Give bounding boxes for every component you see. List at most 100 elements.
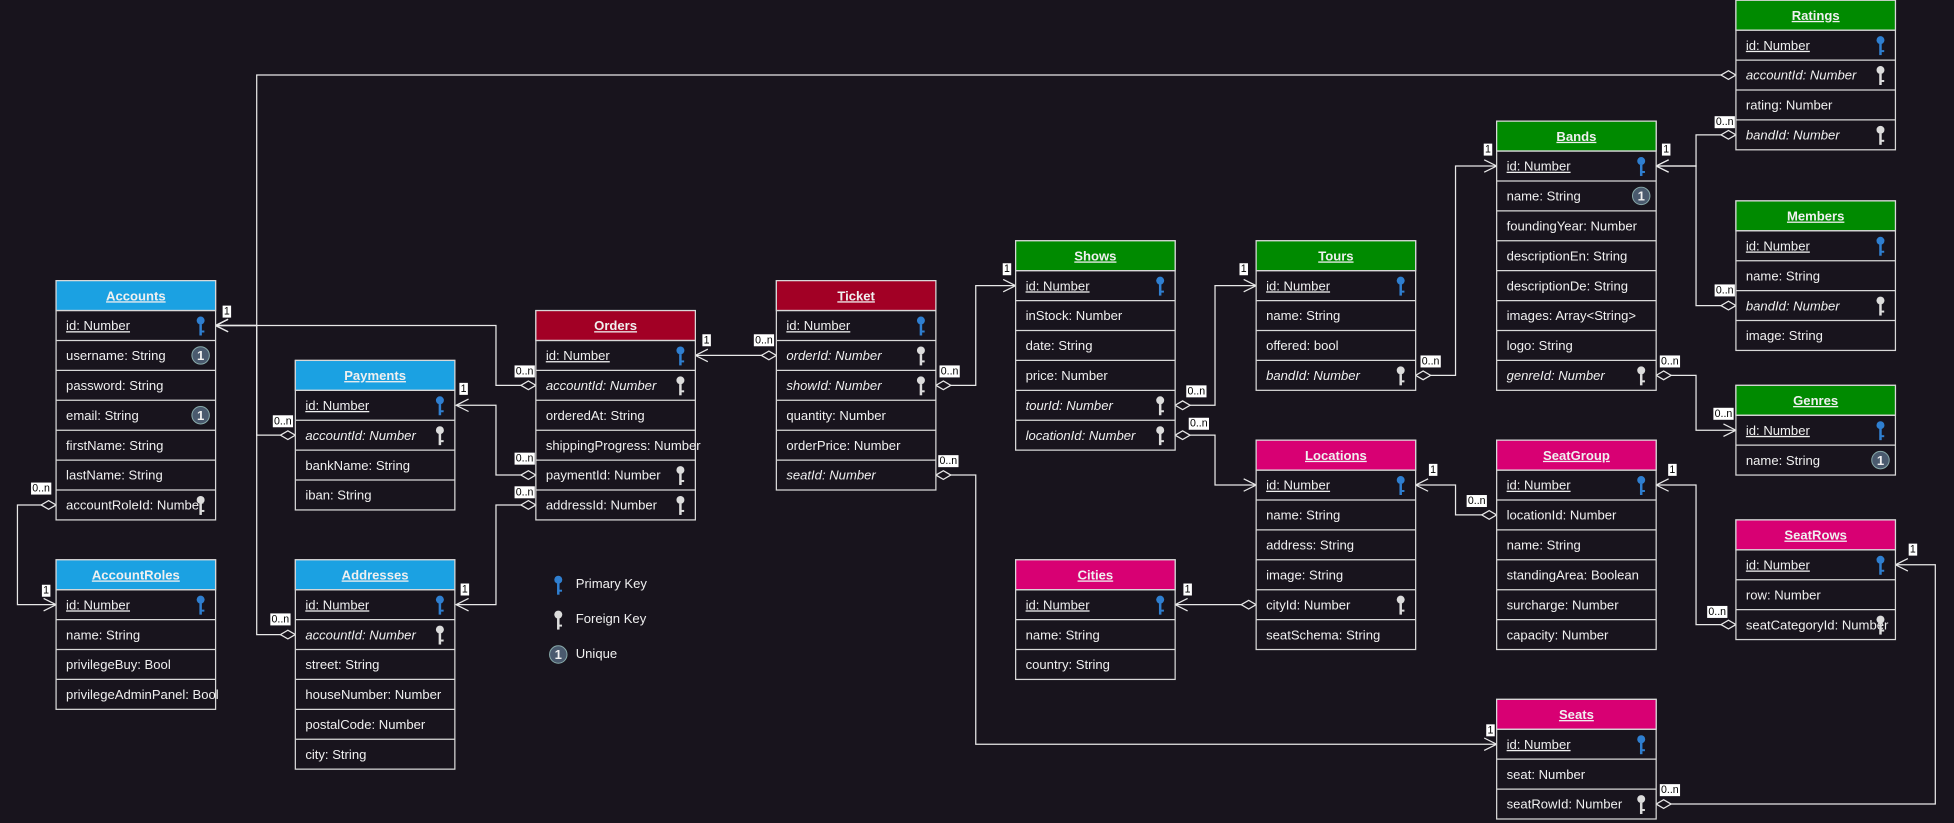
field: id: Number [66,597,131,612]
entity-header [1015,559,1176,591]
key-icon [435,595,444,604]
entity: AccountRoles id: Number name: String privil… [55,559,219,710]
many-diamond [1414,370,1432,381]
label-bg [702,334,711,347]
field: shippingProgress: Number [546,438,701,453]
field: standingArea: Boolean [1507,567,1639,582]
key-icon [1396,276,1405,285]
field: bandId: Number [1746,298,1840,313]
field: descriptionDe: String [1507,278,1628,293]
key-icon [1637,366,1646,375]
relation: 0..n [1173,417,1258,492]
entity-header [294,559,456,591]
field: capacity: Number [1507,627,1609,642]
unique-symbol: 1 [197,348,204,363]
many-diamond [519,380,538,391]
key-icon [439,440,444,443]
field: id: Number [1507,159,1572,174]
cardinality-label: 0..n [1716,284,1734,296]
key-icon [557,583,560,595]
entity: Genres id: Number name: String 1 [1735,384,1897,476]
relation-line [1415,484,1497,516]
entity-title: Locations [1305,448,1367,463]
key-icon [1876,36,1885,45]
field: surcharge: Number [1507,597,1620,612]
label-bg [459,382,468,395]
key-icon [679,503,682,515]
field: rating: Number [1746,98,1833,113]
key-icon [1880,80,1885,83]
field: name: String [1507,189,1581,204]
entity: Accounts id: Number username: String 1 passw… [55,280,217,521]
key-icon [1637,157,1646,166]
entity-header [1735,519,1897,551]
key-icon [438,404,442,416]
key-icon [1876,421,1885,430]
cardinality-label: 0..n [1716,116,1734,128]
many-diamond [1173,430,1192,441]
unique-symbol: 1 [197,408,204,423]
cardinality-label: 1 [1910,544,1916,556]
field: descriptionEn: String [1507,248,1628,263]
key-icon [1399,374,1402,386]
key-icon [1396,476,1405,485]
key-icon [200,330,205,333]
cardinality-label: 1 [1485,144,1491,156]
relation: 1 0..n [1654,463,1738,630]
relation-line [1656,165,1736,307]
many-diamond [39,499,58,511]
field: city: String [305,747,366,762]
relation: 1 0..n [454,486,538,612]
relation: 1 0..n [454,382,538,481]
many-diamond [1719,129,1738,140]
key-icon [679,473,682,486]
key-icon [1396,595,1405,604]
field: id: Number [546,348,611,363]
many-diamond [1654,798,1673,810]
label-bg [939,365,960,378]
key-icon [916,316,925,325]
key-icon [1637,476,1646,485]
field: postalCode: Number [305,717,426,732]
field: name: String [1746,268,1820,283]
entity-body [1496,120,1657,391]
key-icon [1880,569,1885,572]
relation-line [1656,374,1736,431]
field: bankName: String [305,458,410,473]
label-bg [272,415,294,428]
entity: Shows id: Number inStock: Number date: Stri… [1015,240,1176,451]
relation: 0..n [214,318,297,640]
key-icon [1639,483,1643,495]
entity: Tours id: Number name: String offered: bool… [1255,240,1417,391]
many-diamond [1719,619,1738,630]
entity-header [1735,200,1897,232]
key-icon [1399,483,1402,495]
field: accountRoleId: Number [66,498,204,513]
key-icon [439,639,444,642]
field: accountId: Number [546,378,657,393]
field: street: String [305,657,379,672]
label-bg [1668,463,1677,476]
key-icon [916,376,925,385]
label-bg [222,305,232,318]
field: locationId: Number [1507,508,1617,523]
key-icon [1880,250,1885,253]
one-arrow [454,597,469,612]
key-icon [1400,490,1405,493]
key-icon [1637,735,1646,744]
key-icon [1876,236,1885,245]
cardinality-label: 1 [461,383,467,395]
field: seatRowId: Number [1507,797,1623,812]
unique-icon [549,645,568,664]
field: country: String [1026,657,1110,672]
unique-symbol: 1 [1877,453,1884,468]
relation-line [1175,434,1257,486]
entity-title: Genres [1793,393,1838,408]
entity-header [1496,120,1657,152]
key-icon [558,624,563,627]
many-diamond [934,380,953,391]
relation-line [1175,285,1257,406]
relation-line [16,504,57,606]
entity-body [535,309,696,521]
key-icon [196,316,205,325]
